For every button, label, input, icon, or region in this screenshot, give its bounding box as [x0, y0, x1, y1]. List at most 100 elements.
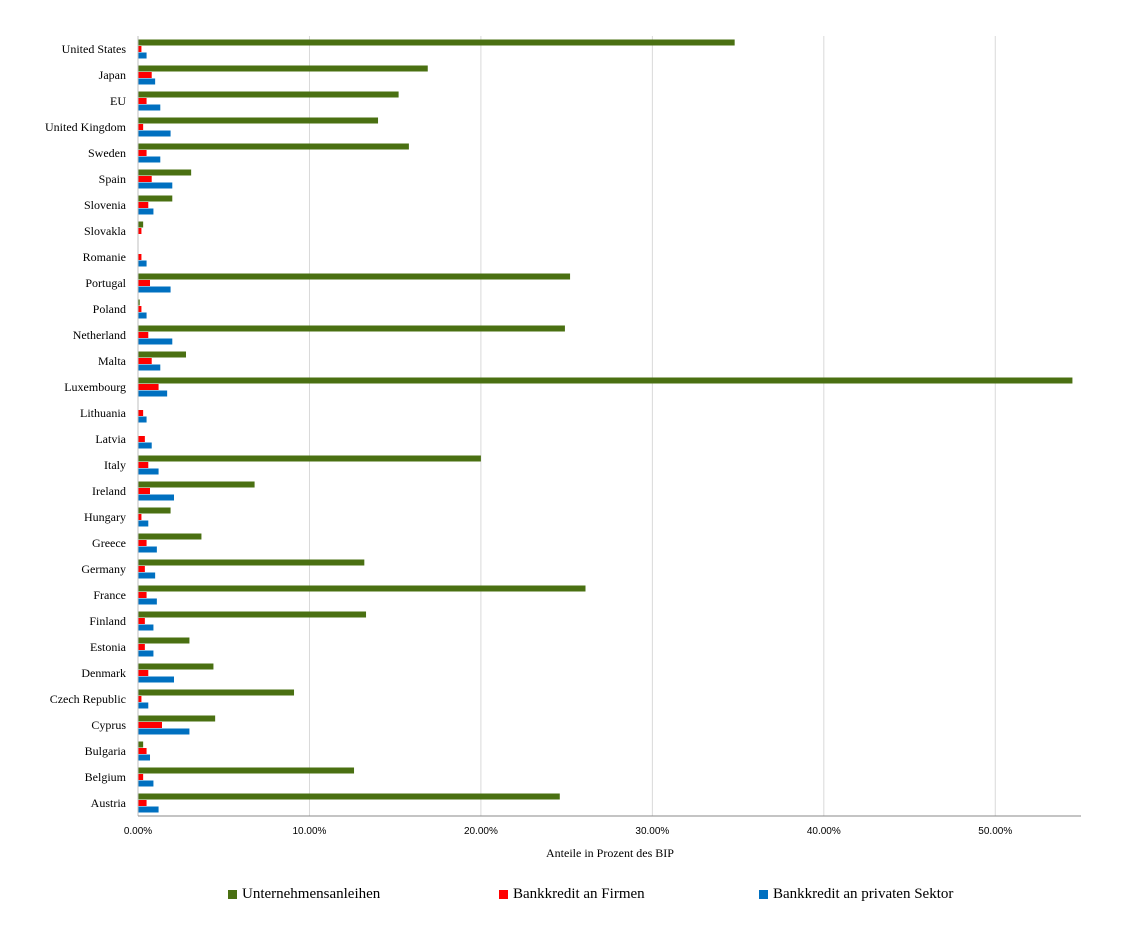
x-tick-label: 50.00% — [978, 826, 1012, 837]
category-label: United Kingdom — [45, 120, 127, 134]
x-axis-title: Anteile in Prozent des BIP — [546, 846, 674, 860]
category-label: Romanie — [83, 250, 126, 264]
bar — [138, 780, 154, 787]
bar — [138, 800, 147, 806]
bar — [138, 689, 295, 696]
category-label: Ireland — [92, 484, 126, 498]
bar — [138, 52, 147, 59]
bar — [138, 533, 202, 540]
bar — [138, 351, 187, 358]
bar — [138, 436, 145, 442]
category-label: Latvia — [95, 432, 126, 446]
bar — [138, 774, 144, 780]
axes — [137, 36, 1081, 817]
legend-swatch-blue — [759, 890, 768, 899]
bar — [138, 260, 147, 267]
bar — [138, 280, 151, 286]
category-label: Estonia — [90, 640, 127, 654]
bar — [138, 540, 147, 546]
category-label: Greece — [92, 536, 126, 550]
bar — [138, 78, 156, 85]
bar — [138, 364, 161, 371]
category-label: Finland — [89, 614, 126, 628]
bar — [138, 117, 379, 124]
bar — [138, 286, 171, 293]
category-label: Cyprus — [91, 718, 126, 732]
legend-label: Bankkredit an Firmen — [513, 886, 645, 902]
bar — [138, 559, 365, 566]
category-label: Portugal — [85, 276, 126, 290]
bar — [138, 572, 156, 579]
category-label: Bulgaria — [85, 744, 127, 758]
bar — [138, 98, 147, 104]
category-label: EU — [110, 94, 126, 108]
bar — [138, 410, 144, 416]
category-label: France — [93, 588, 126, 602]
bar — [138, 722, 163, 728]
bar — [138, 416, 147, 423]
bar — [138, 254, 142, 260]
bar — [138, 390, 168, 397]
category-label: Czech Republic — [50, 692, 126, 706]
bar — [138, 514, 142, 520]
category-label: Germany — [81, 562, 126, 576]
bar — [138, 507, 171, 514]
bar — [138, 741, 144, 748]
bar — [138, 306, 142, 312]
bar — [138, 663, 214, 670]
bar — [138, 65, 428, 72]
bar — [138, 46, 142, 52]
bar — [138, 728, 190, 735]
bar — [138, 39, 735, 46]
bar — [138, 481, 255, 488]
category-label: Japan — [99, 68, 126, 82]
legend-label: Unternehmensanleihen — [242, 886, 381, 902]
bar — [138, 592, 147, 598]
bar — [138, 182, 173, 189]
bar — [138, 650, 154, 657]
bar — [138, 520, 149, 527]
bar — [138, 169, 192, 176]
bar — [138, 670, 149, 676]
bar — [138, 488, 151, 494]
bar — [138, 468, 159, 475]
bar — [138, 338, 173, 345]
category-label: Poland — [93, 302, 126, 316]
x-tick-label: 40.00% — [807, 826, 841, 837]
bar — [138, 384, 159, 390]
bar — [138, 767, 355, 774]
bar — [138, 754, 151, 761]
legend-item-bankkredit-firmen: Bankkredit an Firmen — [499, 886, 645, 903]
bar — [138, 748, 147, 754]
bar — [138, 455, 481, 462]
category-label: Netherland — [73, 328, 126, 342]
bar — [138, 325, 565, 332]
bar — [138, 91, 399, 98]
category-label: Malta — [98, 354, 127, 368]
x-tick-label: 10.00% — [292, 826, 326, 837]
legend: Unternehmensanleihen Bankkredit an Firme… — [0, 886, 1134, 908]
grid-lines — [308, 36, 996, 816]
legend-label: Bankkredit an privaten Sektor — [773, 886, 954, 902]
category-label: Luxembourg — [64, 380, 126, 394]
bar — [138, 618, 145, 624]
bar — [138, 715, 216, 722]
bar — [138, 644, 145, 650]
bar — [138, 611, 367, 618]
category-label: United States — [62, 42, 127, 56]
bar — [138, 442, 152, 449]
bar — [138, 208, 154, 215]
x-tick-labels: 0.00% 10.00% 20.00% 30.00% 40.00% 50.00% — [124, 826, 1013, 837]
category-label: Slovakla — [84, 224, 127, 238]
bar — [138, 312, 147, 319]
legend-item-unternehmensanleihen: Unternehmensanleihen — [228, 886, 380, 903]
bar — [138, 299, 140, 306]
bar — [138, 806, 159, 813]
legend-item-bankkredit-privat: Bankkredit an privaten Sektor — [759, 886, 953, 903]
x-tick-label: 30.00% — [635, 826, 669, 837]
bar — [138, 195, 173, 202]
category-labels: United States Japan EU United Kingdom Sweden… — [45, 42, 127, 810]
bar — [138, 72, 152, 78]
bar — [138, 332, 149, 338]
x-tick-label: 0.00% — [124, 826, 152, 837]
